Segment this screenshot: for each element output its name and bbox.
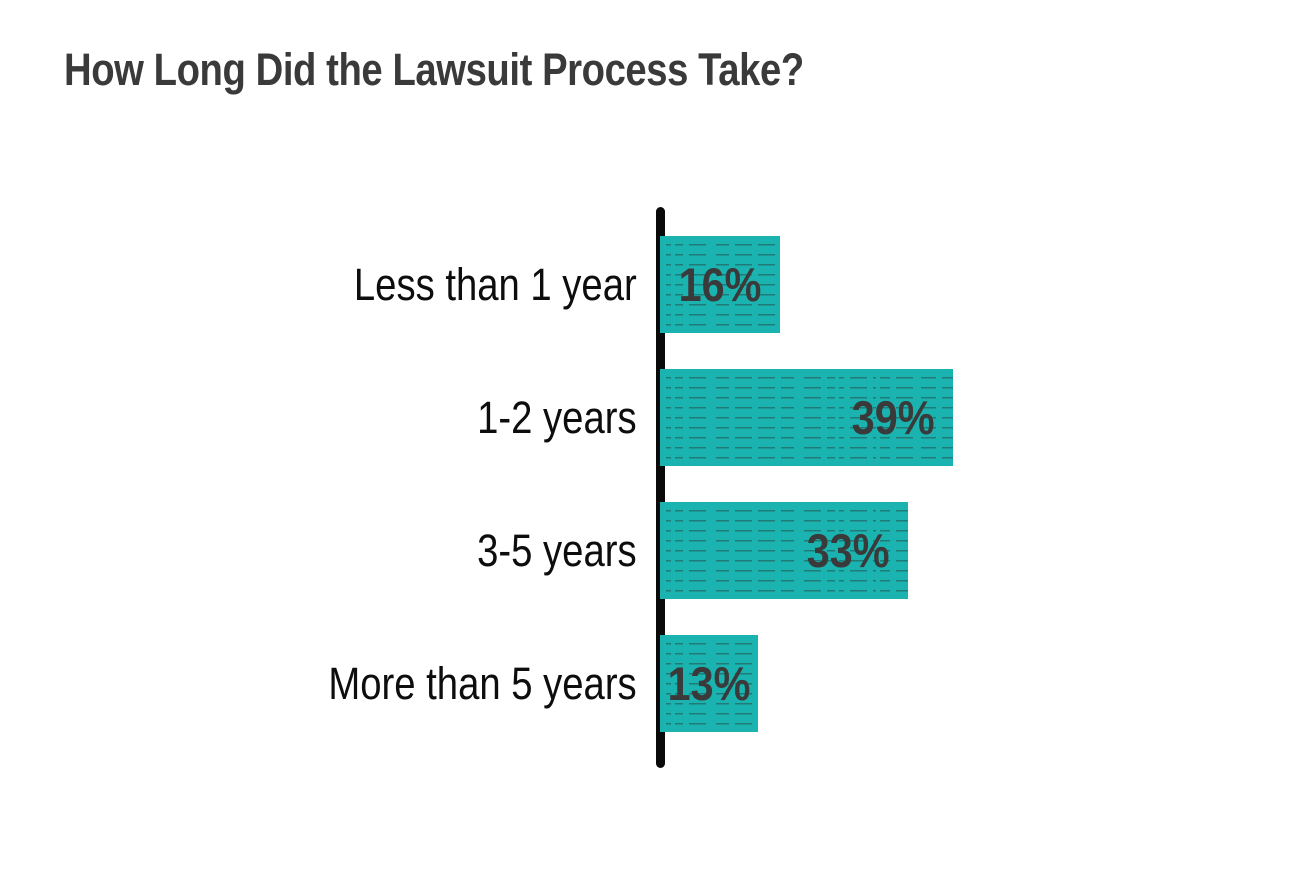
value-label-less-than-1-year: 16% (678, 258, 762, 311)
bar-row-more-than-5-years: More than 5 years 13% (0, 635, 1290, 732)
value-label-1-2-years: 39% (852, 391, 935, 444)
category-label-more-than-5-years: More than 5 years (328, 658, 637, 709)
bar-row-1-2-years: 1-2 years 39% (0, 369, 1290, 466)
bar-3-5-years: 33% (660, 502, 908, 599)
category-label-1-2-years: 1-2 years (477, 392, 637, 443)
bar-1-2-years: 39% (660, 369, 953, 466)
chart-title: How Long Did the Lawsuit Process Take? (64, 44, 804, 95)
bar-less-than-1-year: 16% (660, 236, 780, 333)
category-label-less-than-1-year: Less than 1 year (354, 259, 637, 310)
y-axis-line (656, 207, 665, 768)
bar-row-3-5-years: 3-5 years 33% (0, 502, 1290, 599)
category-label-3-5-years: 3-5 years (477, 525, 637, 576)
bar-more-than-5-years: 13% (660, 635, 758, 732)
value-label-3-5-years: 33% (807, 524, 890, 577)
value-label-more-than-5-years: 13% (667, 657, 751, 710)
bar-row-less-than-1-year: Less than 1 year 16% (0, 236, 1290, 333)
